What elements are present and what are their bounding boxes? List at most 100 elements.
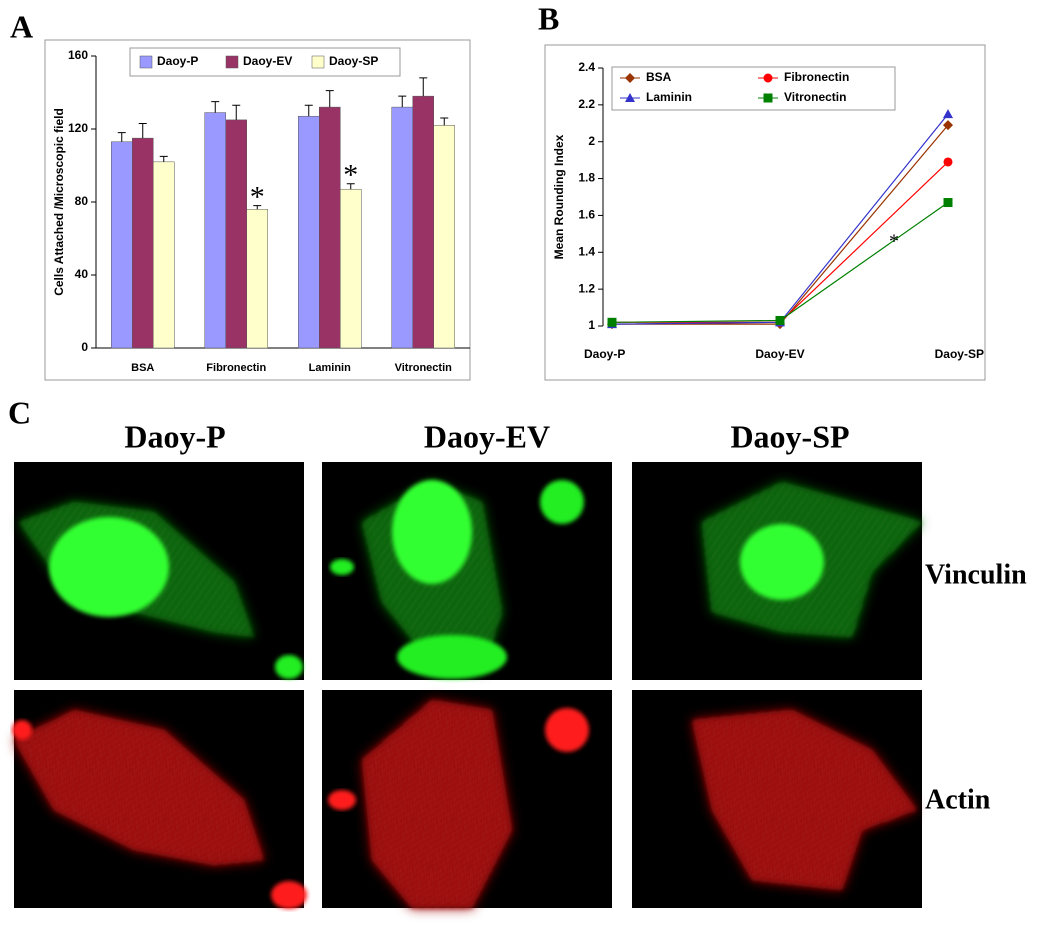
bar-chart: 0 40 80 120 160 Cells Attached /Microscopic f… <box>52 47 470 374</box>
cell-fragment <box>12 720 32 740</box>
x-tick-label: Daoy-SP <box>935 347 984 361</box>
point <box>943 109 953 119</box>
bar <box>132 137 154 349</box>
row-label: Actin <box>925 784 991 815</box>
micrograph <box>322 690 612 908</box>
micrograph <box>12 690 307 909</box>
nucleus <box>49 517 169 617</box>
error-bar <box>398 95 407 108</box>
x-tick-label: Fibronectin <box>206 362 266 374</box>
y-tick-label: 1.2 <box>578 281 595 295</box>
error-bar <box>304 104 313 117</box>
y-tick-label: 1.6 <box>578 208 595 222</box>
legend-frame <box>129 47 401 77</box>
point <box>775 315 785 325</box>
annotation: * <box>250 181 265 214</box>
bar <box>153 161 175 349</box>
x-tick-label: Vitronectin <box>395 362 453 374</box>
error-bar <box>159 155 168 162</box>
y-tick-label: 80 <box>75 194 89 208</box>
line <box>611 113 949 325</box>
y-tick-label: 2 <box>588 134 595 148</box>
legend-label: Fibronectin <box>784 70 849 84</box>
error-bar <box>325 90 334 108</box>
error-bar <box>253 205 262 210</box>
error-bar <box>419 77 428 97</box>
nucleus <box>740 524 824 600</box>
annotation: * <box>343 159 358 192</box>
y-tick-label: 1 <box>588 318 595 332</box>
legend-label: Daoy-P <box>157 54 198 68</box>
point <box>943 120 953 131</box>
cell-fragment <box>397 635 507 679</box>
micrograph <box>322 462 612 680</box>
micrograph <box>632 462 922 680</box>
cell-fragment <box>328 790 356 810</box>
micrographs: Daoy-P Daoy-EV Daoy-SP Vinculin Actin <box>12 418 1027 909</box>
y-tick-label: 2.4 <box>578 60 595 74</box>
legend-label: Daoy-SP <box>329 54 378 68</box>
y-axis-title: Cells Attached /Microscopic field <box>52 108 66 296</box>
bar <box>391 106 413 349</box>
error-bar <box>211 101 220 113</box>
legend-label: BSA <box>646 70 672 84</box>
legend-swatch <box>311 55 325 69</box>
point <box>625 73 635 83</box>
panel-label: C <box>8 394 31 430</box>
nucleus <box>392 480 472 584</box>
line <box>611 202 949 323</box>
column-title: Daoy-P <box>124 418 225 454</box>
legend-swatch <box>225 55 239 69</box>
y-tick-label: 1.8 <box>578 171 595 185</box>
annotation: * <box>889 231 899 253</box>
panel-label: B <box>538 0 559 36</box>
line <box>612 124 949 325</box>
x-tick-label: Daoy-P <box>584 347 625 361</box>
bar <box>340 188 362 349</box>
x-tick-label: Daoy-EV <box>755 347 804 361</box>
legend-label: Vitronectin <box>784 90 846 104</box>
column-title: Daoy-SP <box>730 418 849 454</box>
point <box>607 317 617 327</box>
y-tick-label: 40 <box>75 267 89 281</box>
cell-fragment <box>545 708 589 752</box>
y-tick-label: 1.4 <box>578 244 595 258</box>
cell-fragment <box>540 480 584 524</box>
cell-fibers <box>362 700 512 908</box>
point <box>943 157 953 167</box>
legend-frame <box>611 66 896 111</box>
legend-label: Laminin <box>646 90 692 104</box>
y-tick-label: 0 <box>81 340 88 354</box>
panel-frame <box>544 44 986 381</box>
cell-fragment <box>330 559 354 575</box>
y-tick-label: 160 <box>68 48 88 62</box>
legend: BSA Fibronectin Laminin Vitronectin <box>611 66 896 111</box>
panel-frame <box>44 39 471 381</box>
bar <box>319 106 341 349</box>
point <box>625 93 635 102</box>
column-title: Daoy-EV <box>424 418 550 454</box>
cell-fragment <box>271 881 307 909</box>
y-tick-label: 120 <box>68 121 88 135</box>
bar <box>412 95 434 349</box>
cell-fibers <box>14 710 264 865</box>
error-bar <box>440 117 449 126</box>
cell-fragment <box>275 655 303 679</box>
point <box>763 93 773 103</box>
panel-label: A <box>10 8 33 44</box>
legend-swatch <box>139 55 153 69</box>
error-bar <box>232 104 241 120</box>
error-bar <box>117 132 126 142</box>
error-bar <box>346 183 355 190</box>
y-axis-title: Mean Rounding Index <box>552 134 566 259</box>
micrograph <box>14 462 304 680</box>
bar <box>225 119 247 349</box>
point <box>943 198 953 208</box>
bar <box>204 112 226 349</box>
micrograph <box>632 690 922 908</box>
x-tick-label: Laminin <box>309 362 351 374</box>
legend: Daoy-P Daoy-EV Daoy-SP <box>129 47 401 77</box>
bar <box>433 125 455 349</box>
